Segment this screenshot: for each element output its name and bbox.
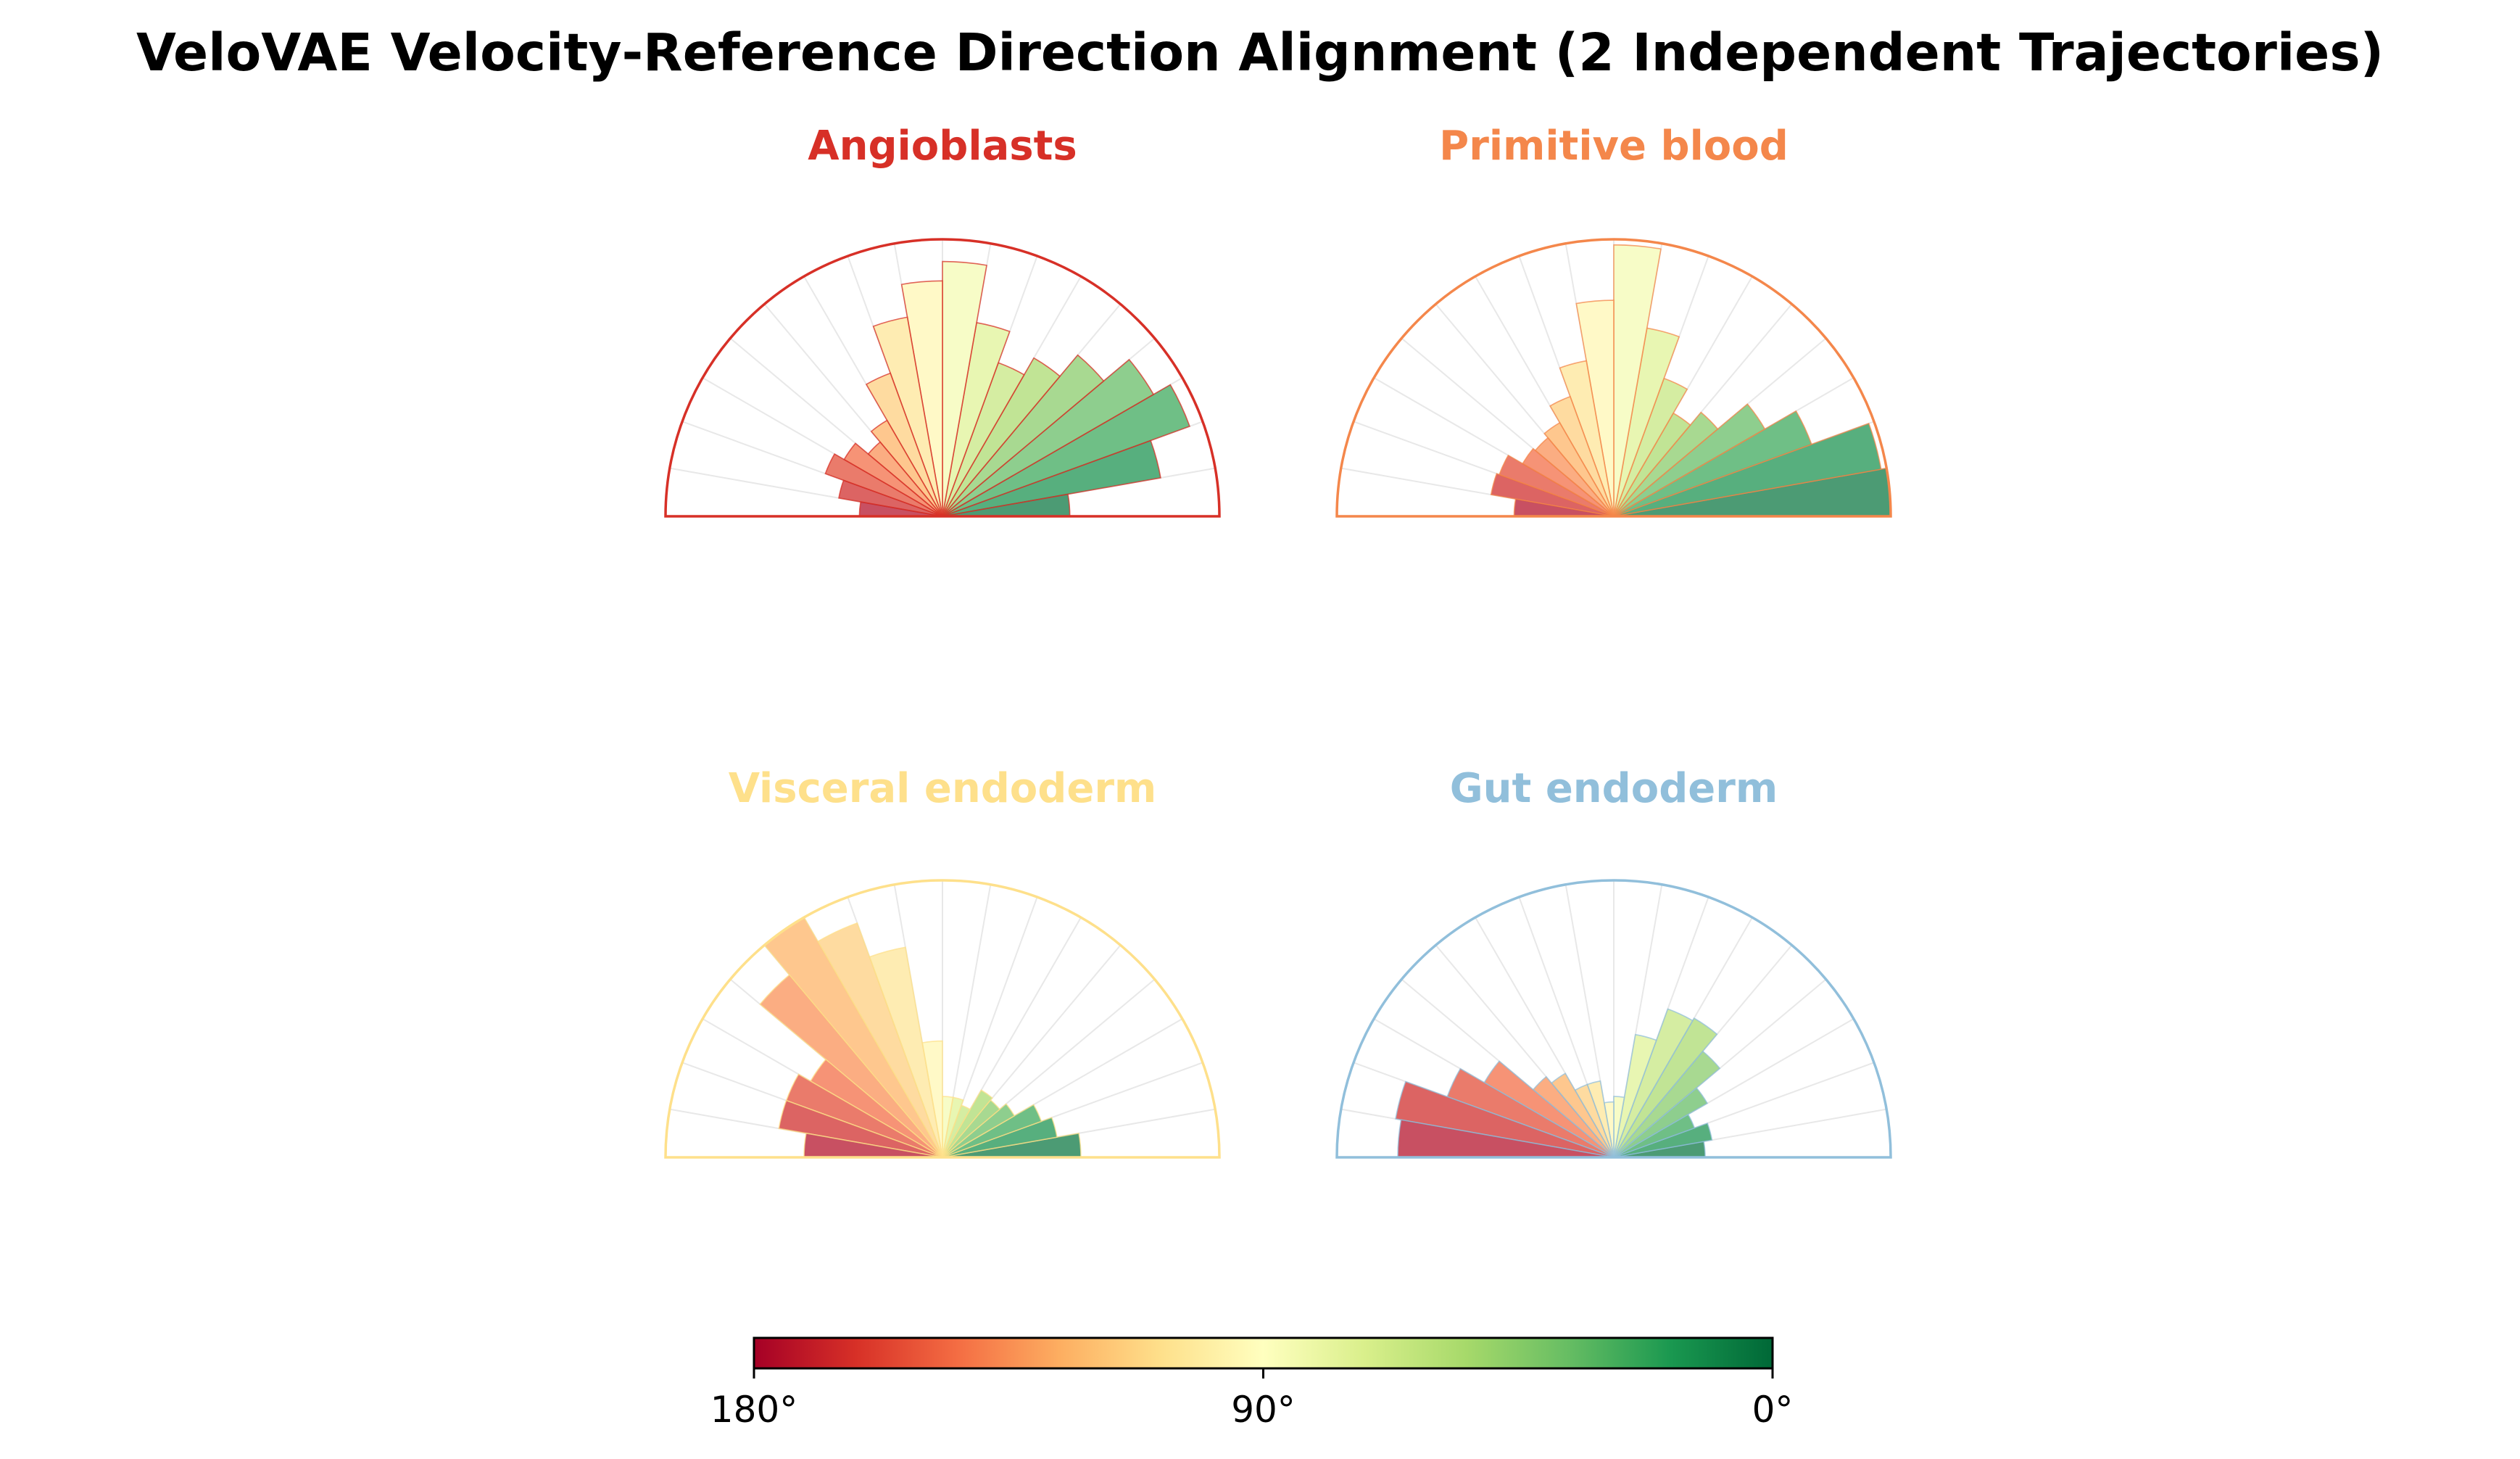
polar-panel: Gut endoderm bbox=[1335, 765, 1892, 1159]
direction-bin-wedge bbox=[1613, 422, 1882, 517]
direction-bin-wedge bbox=[942, 260, 987, 517]
polar-panel: Primitive blood bbox=[1335, 123, 1892, 518]
polar-outline bbox=[1335, 238, 1892, 518]
colorbar-ticks: 180° 90° 0° bbox=[710, 1368, 1794, 1431]
direction-bin-wedge bbox=[778, 1099, 943, 1158]
panel-title: Visceral endoderm bbox=[729, 765, 1157, 812]
polar-outline bbox=[1335, 879, 1892, 1159]
direction-bin-wedge bbox=[872, 316, 943, 517]
direction-bin-wedge bbox=[838, 479, 943, 517]
figure-title: VeloVAE Velocity-Reference Direction Ali… bbox=[136, 22, 2384, 83]
colorbar-gradient bbox=[753, 1336, 1774, 1370]
direction-bin-wedge bbox=[942, 1104, 1043, 1158]
direction-bin-wedge bbox=[1613, 1033, 1657, 1158]
direction-bin-wedge bbox=[759, 974, 943, 1158]
direction-bin-wedge bbox=[1613, 411, 1719, 517]
polar-panels: Angioblasts Primitive blood Visceral endod… bbox=[664, 123, 1892, 1159]
direction-bin-wedge bbox=[824, 452, 943, 517]
direction-bin-wedge bbox=[1613, 1008, 1694, 1158]
polar-panel: Visceral endoderm bbox=[664, 765, 1221, 1159]
direction-bin-wedge bbox=[1613, 244, 1662, 517]
direction-bin-wedge bbox=[1543, 421, 1615, 517]
direction-bin-wedge bbox=[1613, 403, 1766, 517]
panel-title: Primitive blood bbox=[1439, 123, 1789, 170]
colorbar-tick-label: 180° bbox=[710, 1389, 797, 1431]
direction-bin-wedge bbox=[942, 354, 1105, 517]
panel-title: Gut endoderm bbox=[1450, 765, 1778, 812]
direction-bin-wedge bbox=[1559, 360, 1615, 517]
polar-panel: Angioblasts bbox=[664, 123, 1221, 518]
polar-outline bbox=[664, 238, 1221, 518]
colorbar-tick-label: 0° bbox=[1752, 1389, 1794, 1431]
colorbar-tick-label: 90° bbox=[1231, 1389, 1296, 1431]
direction-bin-wedge bbox=[942, 1103, 1016, 1158]
direction-bin-wedge bbox=[1613, 1017, 1718, 1158]
panel-title: Angioblasts bbox=[808, 123, 1077, 170]
direction-bin-wedge bbox=[1613, 1096, 1625, 1158]
direction-bin-wedge bbox=[942, 384, 1191, 517]
direction-bin-wedge bbox=[942, 1089, 993, 1158]
colorbar: 180° 90° 0° bbox=[710, 1336, 1794, 1431]
direction-bin-wedge bbox=[1549, 395, 1615, 517]
direction-bin-wedge bbox=[865, 372, 943, 517]
polar-outline bbox=[664, 879, 1221, 1159]
direction-bin-wedge bbox=[942, 357, 1061, 517]
direction-bin-wedge bbox=[1395, 1080, 1615, 1158]
direction-bin-wedge bbox=[1613, 410, 1812, 517]
direction-bin-wedge bbox=[1490, 473, 1615, 517]
direction-bin-wedge bbox=[942, 358, 1155, 517]
direction-bin-wedge bbox=[870, 419, 943, 517]
